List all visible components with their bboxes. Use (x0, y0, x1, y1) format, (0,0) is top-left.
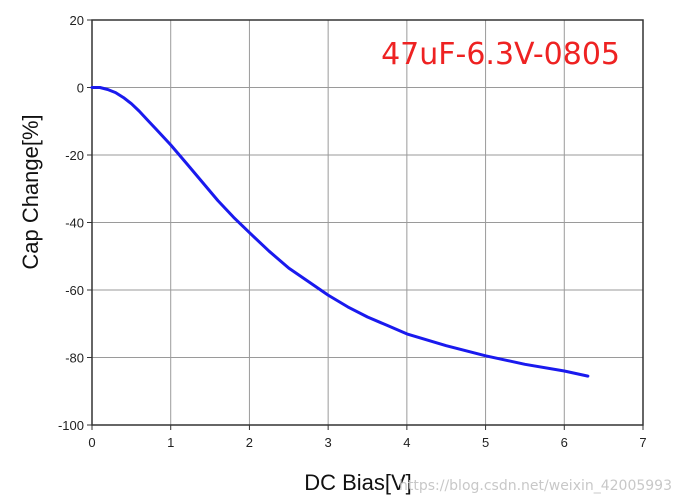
y-axis-title: Cap Change[%] (18, 114, 43, 269)
annotation-label: 47uF-6.3V-0805 (381, 37, 620, 72)
plot-frame (91, 19, 644, 426)
series-line (90, 86, 590, 378)
x-tick-label: 6 (561, 435, 568, 450)
watermark: https://blog.csdn.net/weixin_42005993 (399, 478, 672, 494)
x-tick-label: 4 (403, 435, 410, 450)
y-tick-label: -100 (58, 418, 84, 433)
axis-ticks: 0 1 2 3 4 5 6 7 20 0 -20 -40 -60 -80 -100 (58, 13, 647, 450)
x-tick-label: 2 (246, 435, 253, 450)
y-tick-label: -20 (65, 148, 84, 163)
x-tick-label: 1 (167, 435, 174, 450)
x-tick-label: 7 (639, 435, 646, 450)
x-tick-label: 5 (482, 435, 489, 450)
y-tick-label: -60 (65, 283, 84, 298)
y-tick-label: -40 (65, 216, 84, 231)
y-tick-label: -80 (65, 351, 84, 366)
x-tick-label: 3 (325, 435, 332, 450)
y-tick-label: 20 (70, 13, 84, 28)
x-tick-label: 0 (88, 435, 95, 450)
x-axis-title: DC Bias[V] (304, 470, 412, 495)
y-tick-label: 0 (77, 81, 84, 96)
